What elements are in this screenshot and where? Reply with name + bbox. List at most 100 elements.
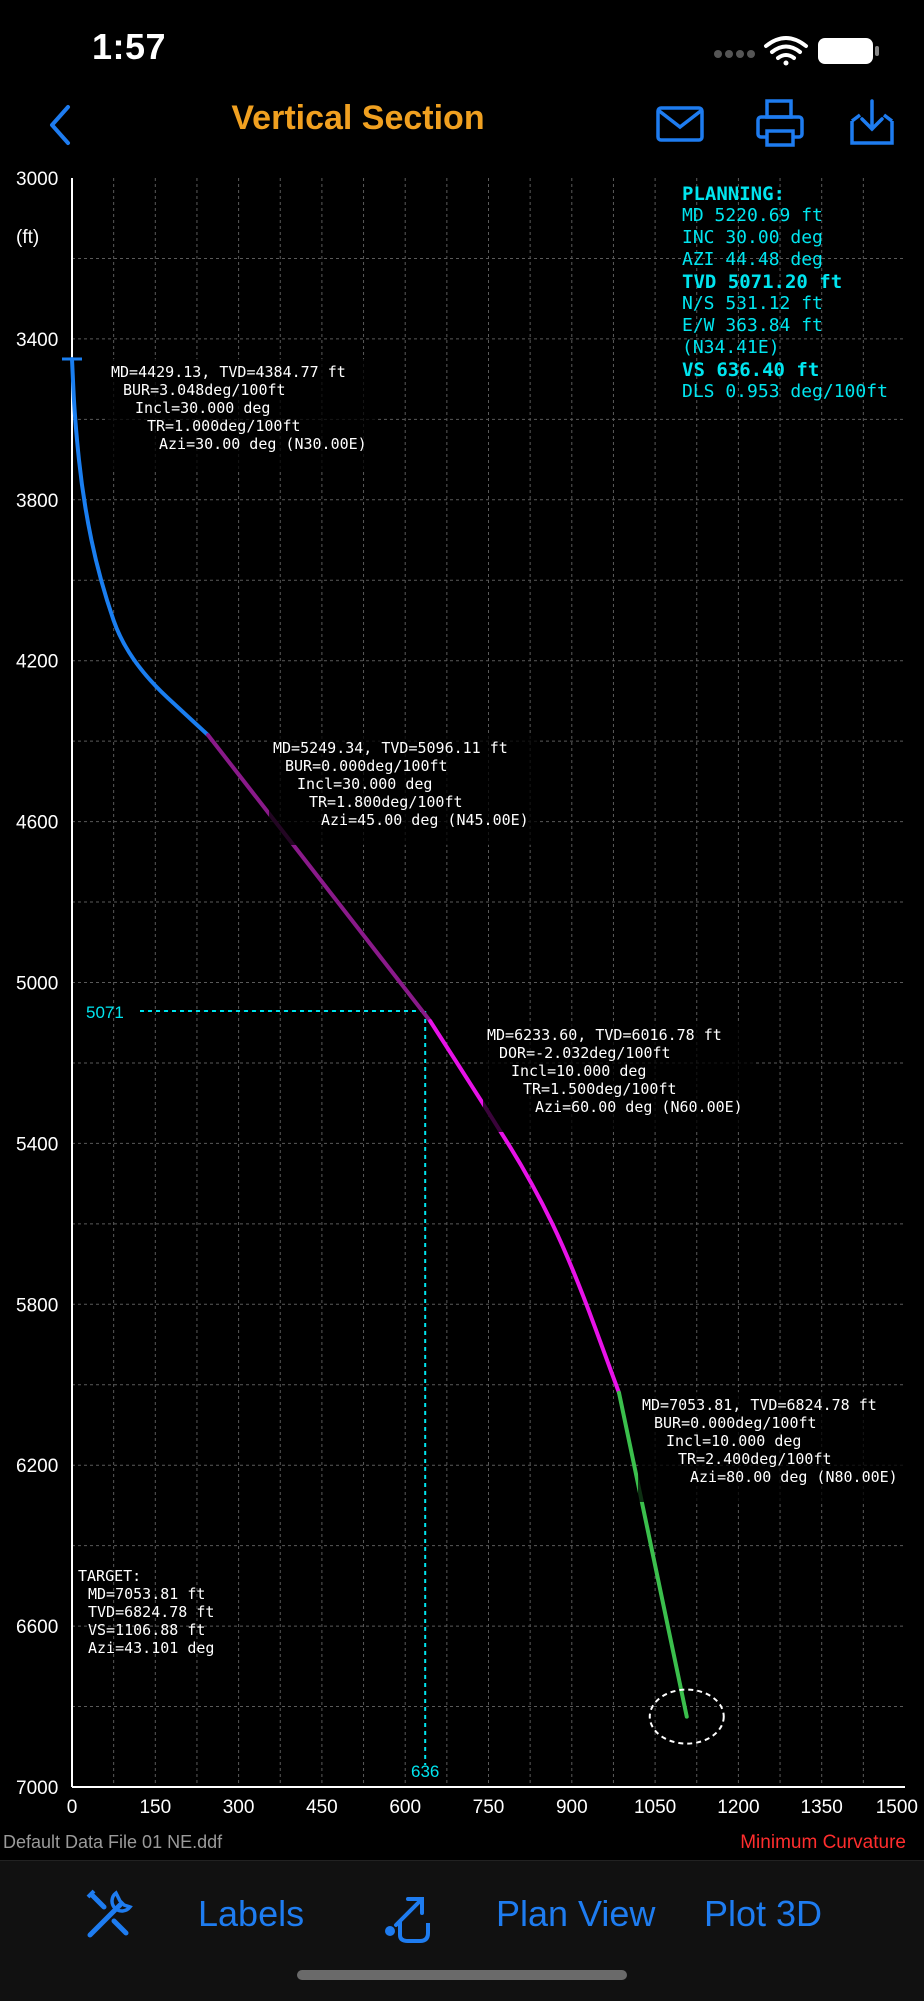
chevron-left-icon[interactable] bbox=[30, 93, 90, 153]
x-tick-label: 0 bbox=[67, 1797, 78, 1818]
annotation-backdrop bbox=[483, 1022, 753, 1132]
annotation-line: DOR=-2.032deg/100ft bbox=[499, 1044, 671, 1062]
y-axis-unit: (ft) bbox=[16, 227, 39, 248]
plot-3d-button[interactable]: Plot 3D bbox=[704, 1893, 823, 1934]
y-tick-label: 4200 bbox=[16, 652, 58, 673]
annotation-line: Incl=10.000 deg bbox=[511, 1062, 646, 1080]
annotation-backdrop bbox=[638, 1392, 908, 1502]
target-line: Azi=43.101 deg bbox=[88, 1639, 214, 1657]
x-tick-label: 1050 bbox=[634, 1797, 676, 1818]
y-tick-label: 7000 bbox=[16, 1778, 58, 1799]
data-file-name: Default Data File 01 NE.ddf bbox=[3, 1832, 223, 1852]
planning-vs: VS 636.40 ft bbox=[682, 359, 820, 381]
chart-grid bbox=[72, 178, 905, 1787]
y-tick-label: 5400 bbox=[16, 1134, 58, 1155]
nav-bar: Vertical Section bbox=[0, 85, 924, 195]
planning-inc: INC 30.00 deg bbox=[682, 227, 823, 248]
target-line: TARGET: bbox=[78, 1567, 141, 1585]
planning-ew: E/W 363.84 ft bbox=[682, 315, 823, 336]
annotation-line: Azi=30.00 deg (N30.00E) bbox=[159, 435, 367, 453]
printer-icon[interactable] bbox=[750, 93, 810, 153]
annotation-line: MD=4429.13, TVD=4384.77 ft bbox=[111, 363, 346, 381]
status-icons bbox=[714, 36, 879, 66]
annotation-backdrop bbox=[269, 735, 539, 845]
cursor-vs-label: 636 bbox=[411, 1762, 439, 1781]
planning-tvd: TVD 5071.20 ft bbox=[682, 271, 843, 293]
annotation-line: MD=6233.60, TVD=6016.78 ft bbox=[487, 1026, 722, 1044]
y-tick-label: 3400 bbox=[16, 330, 58, 351]
zoom-pan-icon[interactable] bbox=[376, 1885, 436, 1945]
annotation-line: TR=1.500deg/100ft bbox=[523, 1080, 677, 1098]
well-path-segment bbox=[70, 357, 211, 738]
signal-icon bbox=[714, 50, 755, 58]
home-indicator bbox=[297, 1970, 627, 1980]
annotation-line: Incl=30.000 deg bbox=[297, 775, 432, 793]
station-annotations: MD=4429.13, TVD=4384.77 ftBUR=3.048deg/1… bbox=[78, 359, 908, 1657]
battery-icon bbox=[818, 38, 879, 64]
y-tick-label: 3800 bbox=[16, 491, 58, 512]
x-tick-label: 900 bbox=[556, 1797, 588, 1818]
x-tick-label: 1200 bbox=[717, 1797, 759, 1818]
annotation-line: TR=1.000deg/100ft bbox=[147, 417, 301, 435]
target-line: MD=7053.81 ft bbox=[88, 1585, 205, 1603]
annotation-line: Azi=45.00 deg (N45.00E) bbox=[321, 811, 529, 829]
annotation-line: TR=1.800deg/100ft bbox=[309, 793, 463, 811]
planning-info: PLANNING: MD 5220.69 ft INC 30.00 deg AZI 4… bbox=[682, 183, 888, 403]
annotation-line: Incl=30.000 deg bbox=[135, 399, 270, 417]
planning-azi: AZI 44.48 deg bbox=[682, 249, 823, 270]
planning-md: MD 5220.69 ft bbox=[682, 205, 823, 226]
annotation-line: BUR=0.000deg/100ft bbox=[285, 757, 448, 775]
y-tick-label: 6200 bbox=[16, 1456, 58, 1477]
annotation-line: Azi=60.00 deg (N60.00E) bbox=[535, 1098, 743, 1116]
annotation-line: BUR=0.000deg/100ft bbox=[654, 1414, 817, 1432]
x-tick-label: 600 bbox=[389, 1797, 421, 1818]
y-tick-label: 3000 bbox=[16, 169, 58, 190]
annotation-line: Incl=10.000 deg bbox=[666, 1432, 801, 1450]
cursor-tvd-label: 5071 bbox=[86, 1003, 124, 1022]
x-tick-label: 1500 bbox=[876, 1797, 918, 1818]
vertical-section-chart[interactable]: 0 150 300 450 600 750 900 1050 1200 1350 1500 3000 3… bbox=[0, 150, 924, 1830]
planning-header: PLANNING: bbox=[682, 183, 785, 205]
tools-icon[interactable] bbox=[80, 1885, 140, 1945]
annotation-line: TR=2.400deg/100ft bbox=[678, 1450, 832, 1468]
well-path bbox=[62, 357, 725, 1745]
well-path-segment bbox=[206, 733, 433, 1024]
planning-ns: N/S 531.12 ft bbox=[682, 293, 823, 314]
station-annotation: MD=4429.13, TVD=4384.77 ftBUR=3.048deg/1… bbox=[107, 359, 377, 469]
status-bar: 1:57 bbox=[0, 0, 924, 100]
annotation-line: MD=7053.81, TVD=6824.78 ft bbox=[642, 1396, 877, 1414]
export-icon[interactable] bbox=[842, 93, 902, 153]
cursor-crosshair: 5071 636 bbox=[86, 1003, 439, 1781]
x-tick-label: 750 bbox=[473, 1797, 505, 1818]
station-annotation: MD=7053.81, TVD=6824.78 ftBUR=0.000deg/1… bbox=[638, 1392, 908, 1502]
x-tick-label: 450 bbox=[306, 1797, 338, 1818]
y-tick-label: 4600 bbox=[16, 813, 58, 834]
y-tick-label: 6600 bbox=[16, 1617, 58, 1638]
station-annotation: MD=6233.60, TVD=6016.78 ftDOR=-2.032deg/… bbox=[483, 1022, 753, 1132]
labels-button[interactable]: Labels bbox=[198, 1893, 305, 1934]
x-tick-label: 300 bbox=[223, 1797, 255, 1818]
y-tick-label: 5800 bbox=[16, 1295, 58, 1316]
planning-dir: (N34.41E) bbox=[682, 337, 780, 358]
annotation-line: BUR=3.048deg/100ft bbox=[123, 381, 286, 399]
target-line: VS=1106.88 ft bbox=[88, 1621, 205, 1639]
status-time: 1:57 bbox=[92, 26, 167, 67]
well-path-segment bbox=[617, 1390, 689, 1719]
plan-view-button[interactable]: Plan View bbox=[496, 1893, 656, 1934]
annotation-line: Azi=80.00 deg (N80.00E) bbox=[690, 1468, 898, 1486]
y-tick-label: 5000 bbox=[16, 974, 58, 995]
target-ellipse bbox=[648, 1688, 725, 1745]
chart-tick-labels: 0 150 300 450 600 750 900 1050 1200 1350 1500 3000 3… bbox=[16, 169, 918, 1818]
well-path-segment bbox=[428, 1019, 622, 1395]
target-line: TVD=6824.78 ft bbox=[88, 1603, 214, 1621]
mail-icon[interactable] bbox=[650, 93, 710, 153]
wifi-icon bbox=[764, 36, 808, 66]
annotation-backdrop bbox=[107, 359, 377, 469]
calculation-method: Minimum Curvature bbox=[740, 1832, 906, 1853]
chart-svg[interactable]: 0 150 300 450 600 750 900 1050 1200 1350 1500 3000 3… bbox=[0, 150, 924, 1830]
planning-dls: DLS 0.953 deg/100ft bbox=[682, 381, 888, 402]
page-title: Vertical Section bbox=[231, 99, 485, 137]
x-tick-label: 1350 bbox=[801, 1797, 843, 1818]
x-tick-label: 150 bbox=[139, 1797, 171, 1818]
